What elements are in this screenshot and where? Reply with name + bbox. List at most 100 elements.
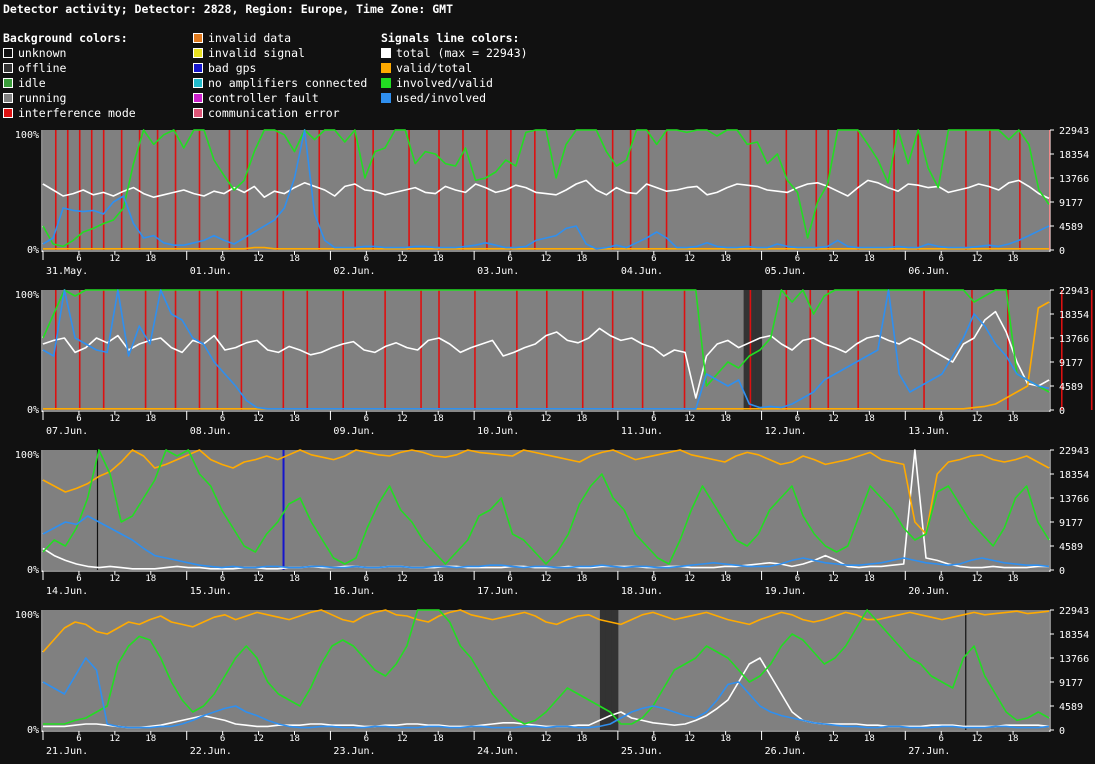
hour-tick-label: 12 [253, 734, 264, 744]
legend-item-communication-error: communication error [193, 106, 367, 121]
y-right-tick-label: 13766 [1059, 654, 1089, 665]
day-label: 23.Jun. [333, 746, 375, 757]
hour-tick-label: 12 [828, 254, 839, 264]
hour-tick-label: 6 [507, 574, 512, 584]
hour-tick-label: 6 [76, 734, 81, 744]
y-right-tick-label: 22943 [1059, 126, 1089, 137]
legend-item-invalid-data: invalid data [193, 31, 367, 46]
hour-tick-label: 12 [109, 254, 120, 264]
swatch-bad-gps [193, 63, 203, 73]
y-tick-label: 0% [27, 725, 39, 736]
swatch-used-involved [381, 93, 391, 103]
hour-tick-label: 18 [289, 414, 300, 424]
legend-label: used/involved [396, 91, 487, 105]
interference-band [240, 290, 243, 410]
series-line-valid-total [43, 246, 1049, 250]
interference-band [965, 130, 967, 250]
interference-band [827, 130, 830, 250]
day-label: 20.Jun. [908, 586, 950, 597]
legend-item-offline: offline [3, 61, 136, 76]
swatch-unknown [3, 48, 13, 58]
y-right-tick-label: 13766 [1059, 334, 1089, 345]
interference-band [66, 130, 69, 250]
interference-band [1007, 290, 1009, 410]
legend-label: invalid data [208, 31, 292, 45]
y-right-tick-label: 0 [1059, 566, 1065, 577]
offline-band [611, 610, 619, 730]
interference-band [120, 130, 123, 250]
day-label: 31.May. [46, 266, 88, 277]
gap-band [96, 450, 99, 570]
swatch-offline [3, 63, 13, 73]
swatch-invalid-signal [193, 48, 203, 58]
swatch-idle [3, 78, 13, 88]
day-label: 11.Jun. [621, 426, 663, 437]
hour-tick-label: 18 [433, 414, 444, 424]
legend-label: no amplifiers connected [208, 76, 368, 90]
interference-band [683, 290, 686, 410]
interference-band [144, 290, 147, 410]
day-label: 08.Jun. [190, 426, 232, 437]
hour-tick-label: 12 [684, 414, 695, 424]
background-legend-2: invalid data invalid signal bad gps no a… [193, 31, 367, 121]
interference-band [923, 290, 925, 410]
hour-tick-label: 12 [253, 254, 264, 264]
y-right-tick-label: 9177 [1059, 198, 1083, 209]
legend-item-used-involved: used/involved [381, 91, 528, 106]
legend-label: offline [18, 61, 67, 75]
legend-label: involved/valid [396, 76, 493, 90]
hour-tick-label: 18 [145, 574, 156, 584]
swatch-no-amplifiers [193, 78, 203, 88]
interference-band [306, 290, 309, 410]
legend-label: bad gps [208, 61, 257, 75]
hour-tick-label: 6 [220, 414, 225, 424]
day-label: 21.Jun. [46, 746, 88, 757]
day-label: 09.Jun. [333, 426, 375, 437]
swatch-controller-fault [193, 93, 203, 103]
y-tick-label: 0% [27, 405, 39, 416]
interference-band [486, 130, 488, 250]
legend-item-total: total (max = 22943) [381, 46, 528, 61]
day-label: 03.Jun. [477, 266, 519, 277]
y-tick-label: 0% [27, 565, 39, 576]
day-label: 12.Jun. [765, 426, 807, 437]
interference-band [462, 130, 464, 250]
y-right-tick-label: 22943 [1059, 606, 1089, 617]
day-label: 16.Jun. [333, 586, 375, 597]
legend-label: communication error [208, 106, 340, 120]
interference-band [216, 290, 219, 410]
hour-tick-label: 18 [289, 574, 300, 584]
interference-band [581, 290, 584, 410]
hour-tick-label: 6 [76, 414, 81, 424]
interference-band [665, 130, 668, 250]
signals-legend: Signals line colors: total (max = 22943)… [381, 31, 528, 106]
interference-band [372, 130, 374, 250]
offline-band [599, 610, 607, 730]
day-label: 17.Jun. [477, 586, 519, 597]
interference-band [749, 130, 752, 250]
y-tick-label: 0% [27, 245, 39, 256]
interference-band [318, 130, 321, 250]
interference-band [408, 130, 410, 250]
y-right-tick-label: 9177 [1059, 518, 1083, 529]
signals-legend-header: Signals line colors: [381, 31, 520, 45]
hour-tick-label: 18 [1008, 414, 1019, 424]
hour-tick-label: 6 [939, 734, 944, 744]
hour-tick-label: 18 [433, 254, 444, 264]
hour-tick-label: 12 [541, 734, 552, 744]
interference-band [1019, 130, 1021, 250]
offline-band [605, 610, 613, 730]
interference-band [78, 130, 81, 250]
hour-tick-label: 6 [364, 734, 369, 744]
hour-tick-label: 12 [109, 734, 120, 744]
day-label: 24.Jun. [477, 746, 519, 757]
series-line-total [42, 179, 1050, 200]
plot-area-row-1 [43, 130, 1049, 250]
hour-tick-label: 6 [651, 574, 656, 584]
swatch-invalid-data [193, 33, 203, 43]
hour-tick-label: 12 [109, 574, 120, 584]
hour-tick-label: 18 [1008, 734, 1019, 744]
interference-band [138, 130, 141, 250]
hour-tick-label: 6 [507, 414, 512, 424]
hour-tick-label: 12 [253, 414, 264, 424]
